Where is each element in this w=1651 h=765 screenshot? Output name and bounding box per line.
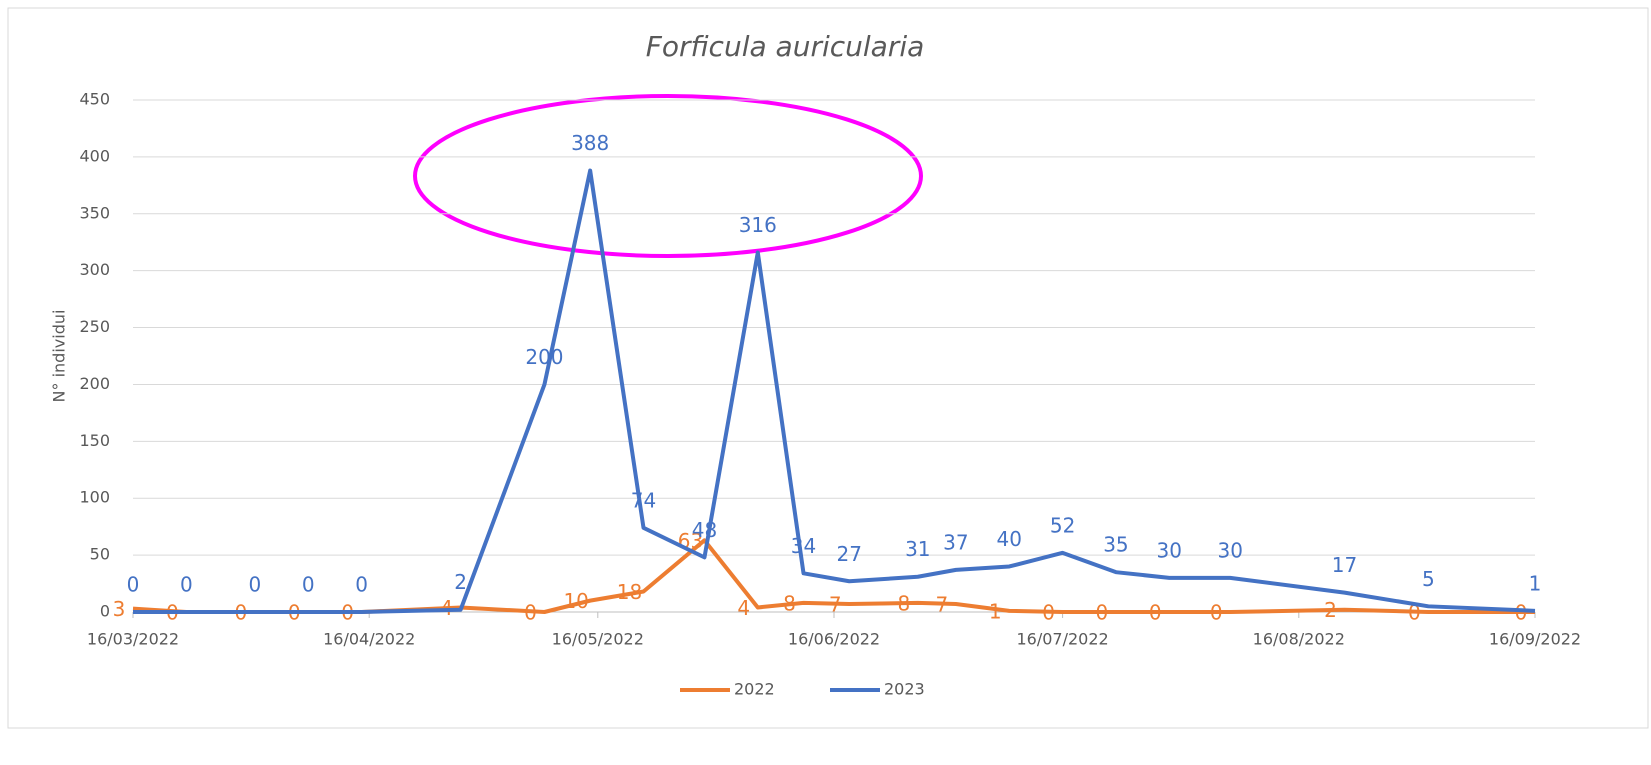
- data-label: 2: [454, 570, 467, 594]
- y-tick-label: 50: [90, 545, 110, 564]
- data-label: 35: [1103, 533, 1128, 557]
- y-tick-label: 400: [79, 146, 110, 165]
- highlight-ellipse: [413, 94, 923, 258]
- data-label: 0: [127, 573, 140, 597]
- data-label: 30: [1157, 538, 1182, 562]
- data-label: 52: [1050, 513, 1075, 537]
- y-tick-label: 100: [79, 488, 110, 507]
- data-label: 0: [1149, 601, 1162, 625]
- data-label: 0: [1210, 601, 1223, 625]
- x-tick-label: 16/09/2022: [1489, 630, 1581, 649]
- data-label: 8: [783, 591, 796, 615]
- data-label: 34: [791, 534, 816, 558]
- data-label: 27: [837, 542, 862, 566]
- data-label: 1: [1529, 571, 1542, 595]
- data-label: 0: [1042, 601, 1055, 625]
- data-label: 0: [1096, 601, 1109, 625]
- data-label: 0: [249, 573, 262, 597]
- y-tick-label: 250: [79, 317, 110, 336]
- x-tick-label: 16/03/2022: [87, 630, 179, 649]
- legend-label: 2023: [884, 680, 925, 699]
- chart-frame: [7, 7, 1649, 729]
- data-label: 3: [113, 597, 126, 621]
- x-tick-label: 16/06/2022: [788, 630, 880, 649]
- y-axis-label: N° individui: [50, 310, 69, 403]
- series-line: [133, 168, 1536, 614]
- y-tick-label: 450: [79, 90, 110, 109]
- data-label: 30: [1217, 538, 1242, 562]
- data-label: 74: [631, 488, 656, 512]
- data-label: 18: [617, 580, 642, 604]
- data-label: 0: [524, 601, 537, 625]
- y-tick-label: 300: [79, 260, 110, 279]
- legend-label: 2022: [734, 680, 775, 699]
- data-label: 7: [936, 593, 949, 617]
- data-label: 4: [737, 596, 750, 620]
- data-label: 40: [997, 527, 1022, 551]
- data-label: 48: [692, 518, 717, 542]
- data-label: 37: [943, 530, 968, 554]
- data-label: 31: [905, 537, 930, 561]
- x-tick-label: 16/08/2022: [1253, 630, 1345, 649]
- data-label: 0: [302, 573, 315, 597]
- data-label: 5: [1422, 567, 1435, 591]
- x-tick-label: 16/04/2022: [323, 630, 415, 649]
- y-tick-label: 350: [79, 203, 110, 222]
- data-label: 0: [1515, 601, 1528, 625]
- data-label: 4: [440, 596, 453, 620]
- x-tick-label: 16/07/2022: [1016, 630, 1108, 649]
- data-label: 8: [897, 591, 910, 615]
- x-tick-label: 16/05/2022: [552, 630, 644, 649]
- data-label: 200: [525, 345, 563, 369]
- data-label: 388: [571, 131, 609, 155]
- data-label: 0: [180, 573, 193, 597]
- y-tick-label: 200: [79, 374, 110, 393]
- data-label: 2: [1324, 598, 1337, 622]
- y-tick-label: 0: [100, 602, 110, 621]
- data-label: 17: [1332, 553, 1357, 577]
- data-label: 316: [739, 213, 777, 237]
- y-tick-label: 150: [79, 431, 110, 450]
- data-label: 1: [989, 599, 1002, 623]
- data-label: 10: [563, 589, 588, 613]
- data-label: 0: [355, 573, 368, 597]
- chart-title: Forficula auricularia: [646, 30, 925, 63]
- data-label: 7: [829, 593, 842, 617]
